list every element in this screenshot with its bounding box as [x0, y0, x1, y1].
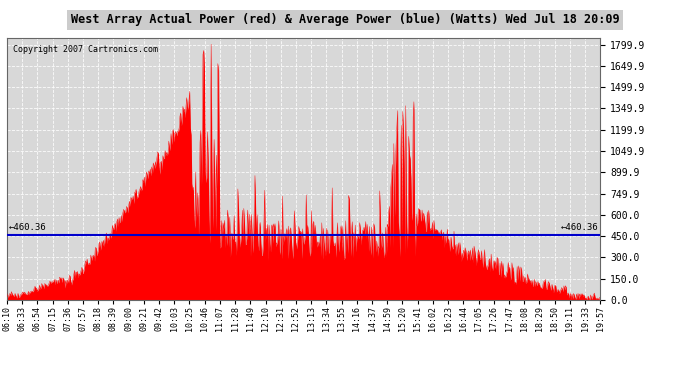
Text: ←460.36: ←460.36	[8, 223, 46, 232]
Text: West Array Actual Power (red) & Average Power (blue) (Watts) Wed Jul 18 20:09: West Array Actual Power (red) & Average …	[70, 13, 620, 26]
Text: Copyright 2007 Cartronics.com: Copyright 2007 Cartronics.com	[13, 45, 158, 54]
Text: ←460.36: ←460.36	[561, 223, 599, 232]
